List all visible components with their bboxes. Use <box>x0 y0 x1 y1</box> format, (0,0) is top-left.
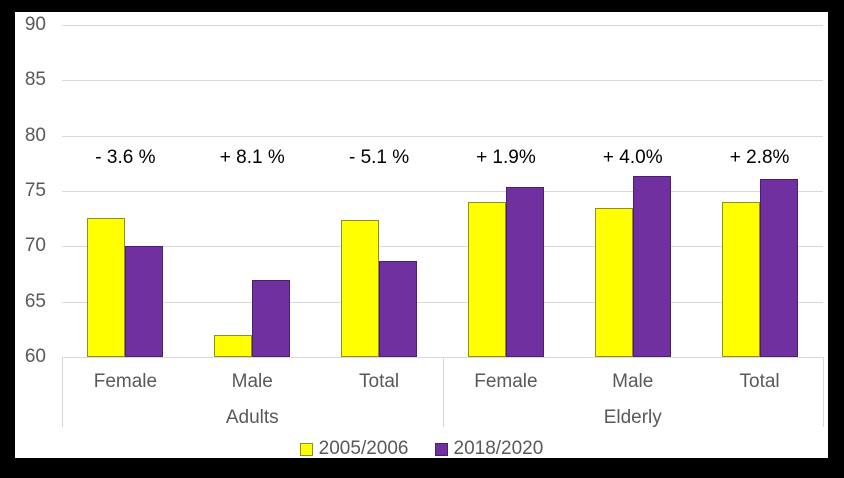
chart-background <box>15 12 828 458</box>
